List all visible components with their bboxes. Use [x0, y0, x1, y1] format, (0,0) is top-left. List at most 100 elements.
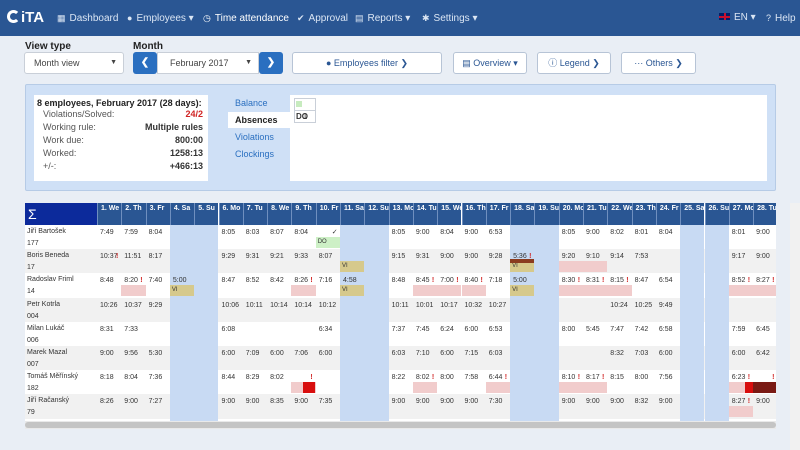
tab-balance[interactable]: Balance: [235, 98, 268, 108]
violation-mark[interactable]: !: [431, 374, 435, 382]
violation-mark[interactable]: !: [140, 277, 143, 285]
next-month-button[interactable]: ❯: [259, 52, 283, 74]
violation-mark[interactable]: !: [480, 277, 483, 285]
day-value[interactable]: 7:40: [148, 277, 163, 285]
employee-name[interactable]: Tomáš Měřínský: [27, 373, 78, 381]
day-header[interactable]: 11. Sa: [340, 203, 365, 225]
day-value[interactable]: 8:31: [100, 325, 114, 333]
absence-mark[interactable]: VI: [169, 285, 195, 297]
day-value[interactable]: 7:10: [415, 350, 430, 357]
absence-mark[interactable]: [412, 382, 438, 394]
day-value[interactable]: 9:00: [756, 398, 770, 406]
day-header[interactable]: 21. Tu: [583, 203, 608, 225]
absence-mark[interactable]: [583, 382, 608, 394]
day-header[interactable]: 13. Mo: [388, 203, 414, 225]
day-value[interactable]: 8:26: [100, 398, 114, 406]
day-value[interactable]: 6:44: [488, 374, 503, 382]
day-value[interactable]: 8:03: [245, 229, 260, 236]
violation-mark[interactable]: !: [602, 277, 605, 285]
absence-mark[interactable]: [558, 382, 583, 394]
day-value[interactable]: 9:29: [221, 253, 236, 261]
day-value[interactable]: 6:00: [318, 350, 333, 357]
day-value[interactable]: 10:25: [634, 301, 653, 309]
day-value[interactable]: 8:40: [464, 277, 479, 285]
language-select[interactable]: EN ▾: [719, 0, 756, 36]
day-value[interactable]: 8:18: [100, 374, 114, 382]
sum-header[interactable]: Σ: [25, 203, 97, 225]
violation-mark[interactable]: !: [772, 374, 775, 382]
day-header[interactable]: 8. We: [267, 203, 292, 225]
day-value[interactable]: 6:53: [488, 325, 503, 333]
day-value[interactable]: 9:00: [464, 398, 479, 406]
day-header[interactable]: 28. Tu: [753, 203, 776, 225]
day-value[interactable]: 5:00: [513, 277, 527, 285]
nav-time-attendance[interactable]: ◷ Time attendance: [203, 0, 289, 36]
day-value[interactable]: 9:00: [586, 229, 600, 236]
day-value[interactable]: 6:00: [270, 350, 284, 357]
day-header[interactable]: 6. Mo: [218, 203, 243, 225]
day-value[interactable]: 8:47: [634, 277, 649, 285]
absence-mark[interactable]: [744, 382, 753, 394]
day-value[interactable]: 7:15: [464, 350, 479, 357]
violation-mark[interactable]: !: [747, 277, 751, 285]
nav-settings[interactable]: ✱ Settings ▾: [422, 0, 478, 36]
day-value[interactable]: 9:00: [100, 350, 114, 357]
day-value[interactable]: 7:16: [318, 277, 333, 285]
day-value[interactable]: 7:49: [100, 229, 114, 236]
employee-name[interactable]: Jiří Bartošek: [27, 228, 66, 235]
vertical-scrollbar[interactable]: [790, 203, 800, 450]
day-value[interactable]: 9:15: [391, 253, 406, 261]
day-value[interactable]: 7:35: [318, 398, 333, 406]
day-value[interactable]: 7:06: [294, 350, 309, 357]
absence-mark[interactable]: VI: [510, 285, 535, 297]
day-value[interactable]: 8:15: [610, 277, 624, 285]
day-value[interactable]: 8:42: [270, 277, 284, 285]
day-value[interactable]: 5:00: [172, 277, 187, 285]
day-value[interactable]: 9:00: [415, 229, 430, 236]
day-value[interactable]: 8:00: [561, 325, 576, 333]
absence-mark[interactable]: [753, 285, 776, 297]
day-value[interactable]: 8:04: [658, 229, 673, 236]
violation-mark[interactable]: !: [772, 277, 775, 285]
day-value[interactable]: 8:04: [148, 229, 163, 236]
day-value[interactable]: 5:45: [586, 325, 600, 333]
absence-mark[interactable]: [291, 285, 316, 297]
day-value[interactable]: 6:23: [731, 374, 746, 382]
day-value[interactable]: 9:31: [415, 253, 430, 261]
day-value[interactable]: 7:42: [634, 325, 649, 333]
day-value[interactable]: 9:29: [148, 301, 163, 309]
day-value[interactable]: 10:37: [100, 253, 118, 261]
day-value[interactable]: 9:20: [561, 253, 576, 261]
day-value[interactable]: 9:49: [658, 301, 673, 309]
nav-dashboard[interactable]: ▦ Dashboard: [57, 0, 118, 36]
day-value[interactable]: 9:00: [391, 398, 406, 406]
day-value[interactable]: 8:17: [148, 253, 163, 261]
day-value[interactable]: 8:27: [756, 277, 770, 285]
violation-mark[interactable]: !: [577, 374, 581, 382]
day-value[interactable]: 8:07: [318, 253, 333, 261]
overview-button[interactable]: ▤ Overview ▾: [453, 52, 527, 74]
day-value[interactable]: 6:00: [658, 350, 673, 357]
day-value[interactable]: 10:06: [221, 301, 240, 309]
violation-mark[interactable]: !: [456, 277, 459, 285]
day-value[interactable]: 10:12: [318, 301, 337, 309]
previous-month-button[interactable]: ❮: [133, 52, 157, 74]
day-value[interactable]: 7:59: [124, 229, 138, 236]
day-value[interactable]: 10:32: [464, 301, 483, 309]
day-value[interactable]: 10:14: [294, 301, 312, 309]
absence-mark[interactable]: VI: [510, 261, 535, 273]
absence-mark[interactable]: [753, 382, 776, 394]
absence-mark[interactable]: [583, 285, 608, 297]
nav-approval[interactable]: ✔ Approval: [297, 0, 348, 36]
day-value[interactable]: 8:45: [415, 277, 430, 285]
day-value[interactable]: 9:00: [245, 398, 260, 406]
day-header[interactable]: 12. Su: [364, 203, 389, 225]
day-value[interactable]: 8:05: [221, 229, 236, 236]
absence-mark[interactable]: [303, 382, 316, 394]
employee-name[interactable]: Jiří Račanský: [27, 397, 70, 405]
absence-mark[interactable]: [728, 285, 754, 297]
month-select[interactable]: February 2017 ▼: [157, 52, 259, 74]
legend-button[interactable]: ⓘ Legend ❯: [537, 52, 611, 74]
day-value[interactable]: 6:00: [221, 350, 236, 357]
tab-absences[interactable]: Absences: [228, 112, 290, 128]
